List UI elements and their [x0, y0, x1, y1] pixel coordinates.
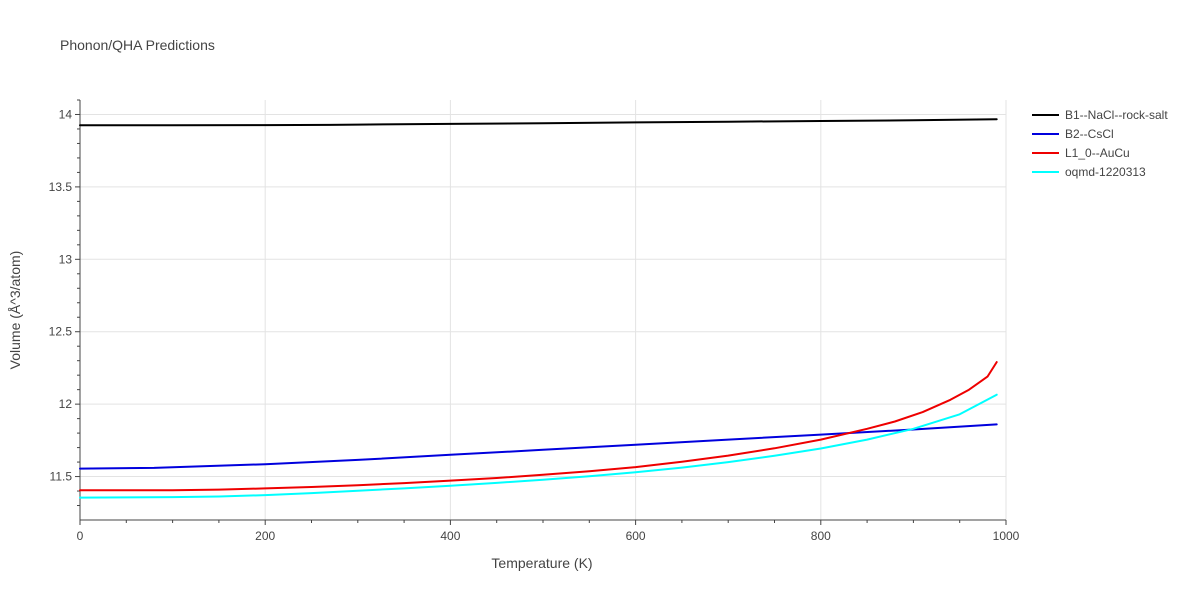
- y-tick-label: 13.5: [49, 180, 73, 194]
- legend-item[interactable]: L1_0--AuCu: [1032, 146, 1130, 160]
- y-tick-label: 12.5: [49, 325, 73, 339]
- legend-item[interactable]: oqmd-1220313: [1032, 165, 1146, 179]
- chart-title: Phonon/QHA Predictions: [60, 37, 215, 53]
- x-tick-label: 0: [77, 529, 84, 543]
- plot-area[interactable]: [79, 118, 998, 499]
- legend-label: B1--NaCl--rock-salt: [1065, 108, 1168, 122]
- x-tick-label: 200: [255, 529, 275, 543]
- x-tick-label: 800: [811, 529, 831, 543]
- legend-label: L1_0--AuCu: [1065, 146, 1130, 160]
- x-axis-title: Temperature (K): [491, 555, 592, 571]
- legend-label: B2--CsCl: [1065, 127, 1114, 141]
- y-tick-label: 14: [59, 107, 73, 121]
- series-line-4[interactable]: [79, 393, 998, 499]
- y-tick-label: 11.5: [50, 470, 73, 484]
- legend-item[interactable]: B1--NaCl--rock-salt: [1032, 108, 1168, 122]
- x-tick-label: 1000: [993, 529, 1020, 543]
- y-tick-label: 13: [59, 252, 73, 266]
- series-line-3[interactable]: [79, 361, 998, 492]
- axes: 0 200 400 600 800 1000 11.5 12 12.5 13 13.5 14: [49, 99, 1020, 543]
- x-tick-label: 400: [440, 529, 460, 543]
- legend-label: oqmd-1220313: [1065, 165, 1146, 179]
- x-tick-label: 600: [626, 529, 646, 543]
- series-line-1[interactable]: [79, 118, 998, 127]
- grid: [80, 100, 1007, 520]
- y-axis-title: Volume (Å^3/atom): [7, 251, 23, 370]
- y-tick-label: 12: [59, 397, 73, 411]
- legend[interactable]: B1--NaCl--rock-salt B2--CsCl L1_0--AuCuoqm…: [1032, 108, 1168, 179]
- legend-item[interactable]: B2--CsCl: [1032, 127, 1114, 141]
